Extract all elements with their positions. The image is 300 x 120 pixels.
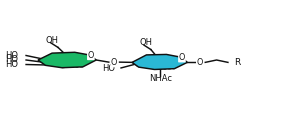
Text: O: O [197, 58, 203, 67]
Text: NHAc: NHAc [149, 74, 172, 83]
Text: R: R [234, 58, 240, 67]
Text: O: O [111, 58, 117, 67]
Text: HO: HO [6, 60, 19, 69]
Polygon shape [132, 54, 187, 69]
Text: O: O [88, 51, 94, 60]
Text: HO: HO [6, 51, 19, 60]
Text: HO: HO [102, 64, 115, 73]
Text: OH: OH [46, 36, 59, 45]
Text: OH: OH [139, 38, 152, 47]
Polygon shape [38, 52, 96, 68]
Text: O: O [179, 53, 185, 62]
Text: HO: HO [6, 55, 19, 64]
